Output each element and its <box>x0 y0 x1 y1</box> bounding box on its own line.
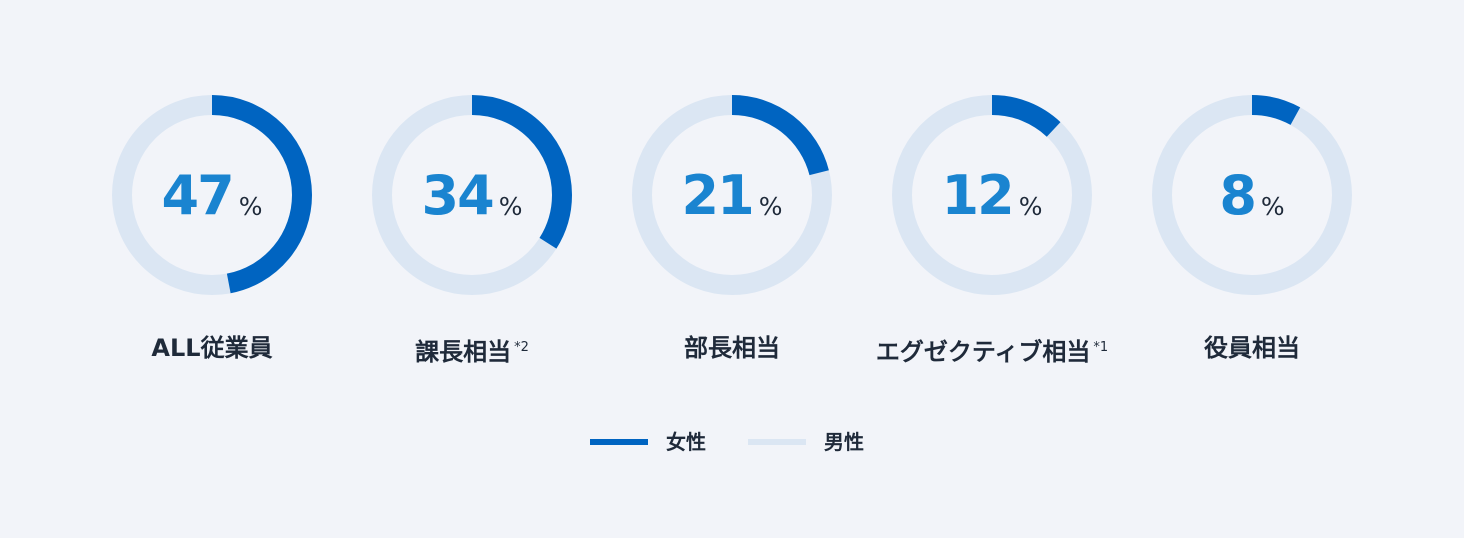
chart-legend: 女性 男性 <box>590 424 864 460</box>
category-label-text: 役員相当 <box>1204 334 1300 362</box>
data-label-unit: % <box>498 191 523 221</box>
data-label-unit: % <box>1018 191 1043 221</box>
category-label-text: ALL従業員 <box>151 334 273 362</box>
category-label-text: 部長相当 <box>684 334 780 362</box>
legend-swatch-female <box>590 439 648 445</box>
data-label-value: 8 <box>1219 164 1257 227</box>
data-label-unit: % <box>1260 191 1285 221</box>
category-label: 部長相当 <box>602 330 862 366</box>
donut-center-label: 47% <box>112 95 312 295</box>
category-label: 役員相当 <box>1122 330 1382 366</box>
donut-center-label: 8% <box>1152 95 1352 295</box>
legend-label-female: 女性 <box>666 430 706 454</box>
data-label-value: 12 <box>941 164 1015 227</box>
footnote-marker: *1 <box>1093 340 1109 355</box>
donut-slice-female <box>372 95 572 295</box>
donut-slice-female <box>892 95 1092 295</box>
data-label-value: 21 <box>681 164 755 227</box>
donut-chart: 12% <box>892 95 1092 295</box>
legend-label-male: 男性 <box>824 430 864 454</box>
category-label-text: 課長相当 <box>415 338 512 366</box>
legend-item-male: 男性 <box>748 424 864 460</box>
donut-center-label: 34% <box>372 95 572 295</box>
donut-chart: 34% <box>372 95 572 295</box>
category-label: エグゼクティブ相当 *1 <box>862 330 1122 370</box>
donut-svg <box>1152 95 1352 295</box>
donut-chart: 8% <box>1152 95 1352 295</box>
donut-svg <box>632 95 832 295</box>
data-label-value: 47 <box>161 164 235 227</box>
donut-center-label: 21% <box>632 95 832 295</box>
legend-swatch-male <box>748 439 806 445</box>
category-label: ALL従業員 <box>82 330 342 366</box>
donut-slice-female <box>112 95 312 295</box>
donut-chart: 47% <box>112 95 312 295</box>
category-label: 課長相当 *2 <box>342 330 602 370</box>
data-label-value: 34 <box>421 164 495 227</box>
donut-svg <box>892 95 1092 295</box>
footnote-marker: *2 <box>514 340 529 355</box>
donut-chart: 21% <box>632 95 832 295</box>
data-label-unit: % <box>758 191 783 221</box>
donut-slice-female <box>632 95 832 295</box>
donut-svg <box>112 95 312 295</box>
donut-svg <box>372 95 572 295</box>
category-label-text: エグゼクティブ相当 <box>875 338 1091 366</box>
legend-item-female: 女性 <box>590 424 748 460</box>
donut-slice-female <box>1152 95 1352 295</box>
data-label-unit: % <box>238 191 263 221</box>
donut-center-label: 12% <box>892 95 1092 295</box>
